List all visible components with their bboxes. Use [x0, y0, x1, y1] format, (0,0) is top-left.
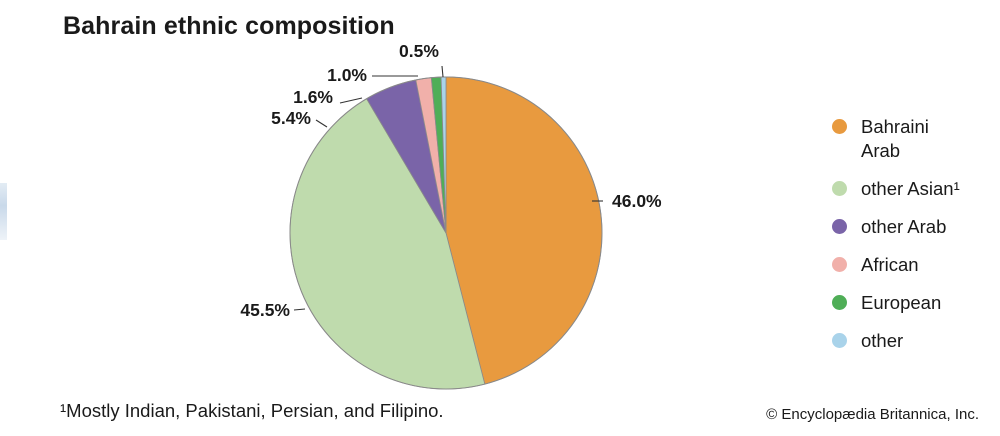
data-label: 0.5%	[399, 41, 439, 61]
data-label: 45.5%	[240, 300, 290, 320]
legend-swatch	[832, 219, 847, 234]
legend-swatch	[832, 333, 847, 348]
data-label: 1.0%	[327, 65, 367, 85]
data-label: 46.0%	[612, 191, 662, 211]
chart-legend: Bahraini Arab other Asian¹ other Arab Africa…	[832, 115, 992, 367]
leader-line	[441, 65, 444, 78]
legend-label: African	[861, 254, 919, 275]
legend-item: other Asian¹	[832, 177, 992, 201]
legend-swatch	[832, 295, 847, 310]
legend-label: Bahraini Arab	[861, 116, 929, 161]
leader-line	[293, 308, 306, 311]
legend-label: other Arab	[861, 216, 947, 237]
pie-outline	[289, 76, 603, 390]
legend-item: other Arab	[832, 215, 992, 239]
footnote: ¹Mostly Indian, Pakistani, Persian, and …	[60, 400, 444, 421]
legend-item: Bahraini Arab	[832, 115, 992, 163]
chart-title: Bahrain ethnic composition	[63, 12, 395, 40]
left-edge-fragment	[0, 183, 7, 240]
copyright-notice: © Encyclopædia Britannica, Inc.	[766, 406, 979, 423]
legend-item: other	[832, 329, 992, 353]
legend-swatch	[832, 119, 847, 134]
legend-item: European	[832, 291, 992, 315]
legend-label: other Asian¹	[861, 178, 960, 199]
data-label: 1.6%	[293, 87, 333, 107]
legend-swatch	[832, 181, 847, 196]
legend-swatch	[832, 257, 847, 272]
legend-label: other	[861, 330, 904, 351]
data-label: 5.4%	[271, 108, 311, 128]
leader-line	[315, 119, 328, 128]
legend-label: European	[861, 292, 942, 313]
leader-line	[339, 97, 363, 104]
legend-item: African	[832, 253, 992, 277]
